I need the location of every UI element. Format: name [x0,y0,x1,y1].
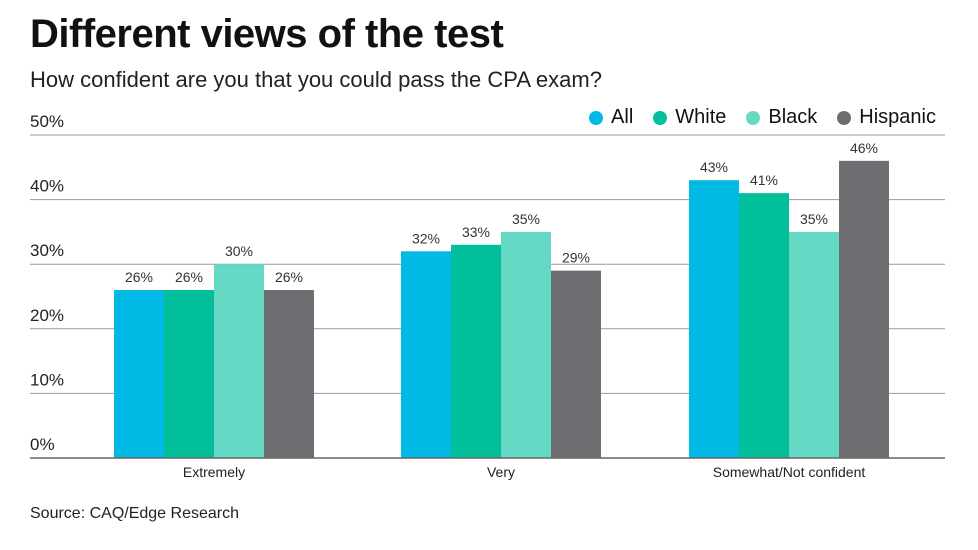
x-tick-label: Extremely [183,464,245,480]
data-label: 41% [750,172,778,188]
data-label: 26% [125,269,153,285]
legend-swatch [837,110,852,125]
data-label: 43% [700,159,728,175]
bar-white [739,193,789,458]
y-tick-label: 30% [30,241,64,260]
legend-label: Hispanic [859,106,936,128]
data-label: 30% [225,243,253,259]
legend-item: Black [746,106,817,129]
legend-item: All [589,106,633,129]
legend-swatch [589,110,604,125]
y-tick-label: 20% [30,306,64,325]
bar-white [451,244,501,458]
bar-black [501,231,551,458]
chart-title: Different views of the test [30,12,504,56]
bar-black [789,231,839,458]
legend-swatch [746,110,761,125]
bar-black [214,264,264,458]
legend-swatch [653,110,668,125]
chart-subtitle: How confident are you that you could pas… [30,67,602,92]
bar-white [164,290,214,458]
data-label: 35% [512,211,540,227]
bar-hispanic [264,290,314,458]
data-label: 35% [800,211,828,227]
data-label: 29% [562,250,590,266]
y-tick-label: 0% [30,435,55,454]
data-label: 26% [275,269,303,285]
bar-hispanic [839,160,889,458]
legend: All White Black Hispanic [589,106,936,129]
bar-all [401,251,451,458]
legend-label: White [675,106,727,128]
y-tick-label: 50% [30,112,64,131]
data-label: 32% [412,230,440,246]
y-tick-label: 40% [30,177,64,196]
data-label: 33% [462,224,490,240]
legend-item: White [653,106,726,129]
bar-hispanic [551,270,601,458]
bar-all [689,180,739,458]
bar-all [114,290,164,458]
legend-item: Hispanic [837,106,936,129]
data-label: 26% [175,269,203,285]
source-note: Source: CAQ/Edge Research [30,505,239,522]
y-tick-label: 10% [30,370,64,389]
data-label: 46% [850,140,878,156]
x-tick-label: Somewhat/Not confident [713,464,866,480]
x-tick-label: Very [487,464,515,480]
legend-label: All [611,106,634,128]
legend-label: Black [768,106,818,128]
